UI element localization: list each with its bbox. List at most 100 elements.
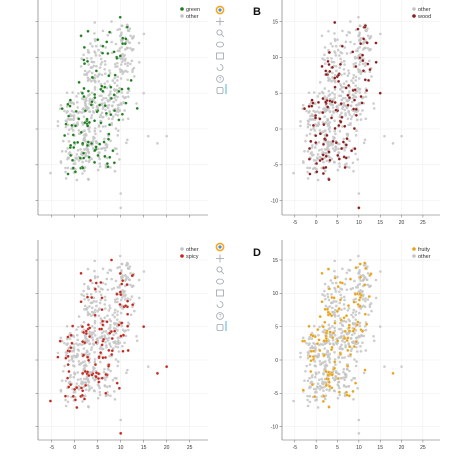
other-point (339, 336, 343, 339)
other-point (109, 319, 113, 323)
highlight-point (363, 283, 367, 287)
highlight-point (352, 127, 356, 131)
other-point (343, 46, 347, 49)
other-point (336, 383, 340, 386)
other-point (312, 109, 315, 113)
x-tick-label: -5 (293, 220, 298, 226)
reset-icon[interactable] (216, 64, 224, 71)
help-icon[interactable]: ? (216, 312, 224, 320)
highlight-point (97, 372, 101, 376)
highlight-point (86, 370, 90, 374)
highlight-point (100, 296, 104, 300)
reset-icon[interactable] (216, 301, 224, 308)
other-point (353, 279, 356, 283)
wheel-zoom-icon[interactable] (216, 41, 224, 48)
other-point (119, 192, 123, 195)
other-point (86, 310, 90, 314)
highlight-point (331, 336, 335, 340)
highlight-point (100, 343, 104, 347)
highlight-point (321, 153, 325, 157)
other-point (318, 360, 322, 363)
save-icon[interactable] (216, 87, 224, 94)
wheel-zoom-icon[interactable] (216, 278, 224, 285)
other-point (82, 137, 86, 141)
highlight-point (107, 74, 111, 78)
other-point (340, 60, 343, 64)
other-point (82, 294, 86, 298)
other-point (93, 329, 97, 333)
other-point (117, 350, 121, 353)
other-point (76, 378, 80, 382)
other-point (91, 106, 95, 109)
other-point (77, 360, 81, 363)
other-point (82, 320, 86, 324)
other-point (340, 323, 344, 327)
other-point (94, 300, 98, 303)
other-point (112, 286, 116, 290)
legend-swatch (412, 247, 416, 251)
other-point (347, 385, 350, 388)
other-point (350, 100, 354, 104)
other-point (321, 380, 325, 383)
other-point (352, 81, 355, 85)
other-point (67, 359, 71, 362)
other-point (310, 375, 314, 379)
other-point (86, 48, 90, 52)
other-point (103, 303, 106, 306)
other-point (97, 73, 101, 77)
other-point (119, 298, 123, 302)
other-point (142, 32, 146, 36)
other-point (308, 394, 312, 398)
other-point (323, 95, 326, 98)
other-point (354, 318, 357, 321)
pan-icon[interactable] (216, 254, 224, 263)
pan-icon[interactable] (216, 17, 224, 26)
zoom-icon[interactable] (216, 266, 225, 275)
other-point (343, 96, 347, 100)
highlight-point (309, 139, 313, 143)
other-point (103, 384, 107, 387)
y-tick-label: 0 (275, 127, 278, 133)
other-point (101, 125, 105, 128)
other-point (117, 110, 120, 113)
other-point (121, 296, 124, 299)
other-point (111, 378, 115, 382)
other-point (319, 342, 323, 346)
other-point (109, 269, 113, 272)
bokeh-logo-icon[interactable] (215, 5, 225, 15)
other-point (347, 306, 351, 310)
other-point (81, 108, 84, 111)
other-point (93, 319, 97, 323)
highlight-point (107, 132, 111, 136)
lasso-icon[interactable] (216, 52, 224, 60)
other-point (99, 360, 102, 364)
highlight-point (324, 154, 328, 158)
highlight-point (118, 303, 122, 307)
highlight-point (100, 308, 104, 312)
zoom-icon[interactable] (216, 29, 225, 38)
highlight-point (83, 109, 87, 113)
other-point (364, 29, 368, 33)
other-point (314, 371, 318, 374)
other-point (354, 56, 357, 60)
other-point (105, 344, 108, 347)
bokeh-logo-icon[interactable] (215, 242, 225, 252)
highlight-point (86, 59, 90, 63)
highlight-point (67, 385, 71, 389)
other-point (129, 46, 132, 50)
lasso-icon[interactable] (216, 289, 224, 297)
other-point (74, 342, 78, 345)
other-point (98, 393, 102, 397)
highlight-point (101, 44, 105, 48)
highlight-point (87, 374, 91, 378)
other-point (339, 57, 342, 61)
help-icon[interactable]: ? (216, 75, 224, 83)
save-icon[interactable] (216, 324, 224, 331)
other-point (67, 381, 71, 385)
other-point (100, 336, 103, 339)
highlight-point (69, 346, 73, 350)
highlight-point (314, 134, 318, 138)
